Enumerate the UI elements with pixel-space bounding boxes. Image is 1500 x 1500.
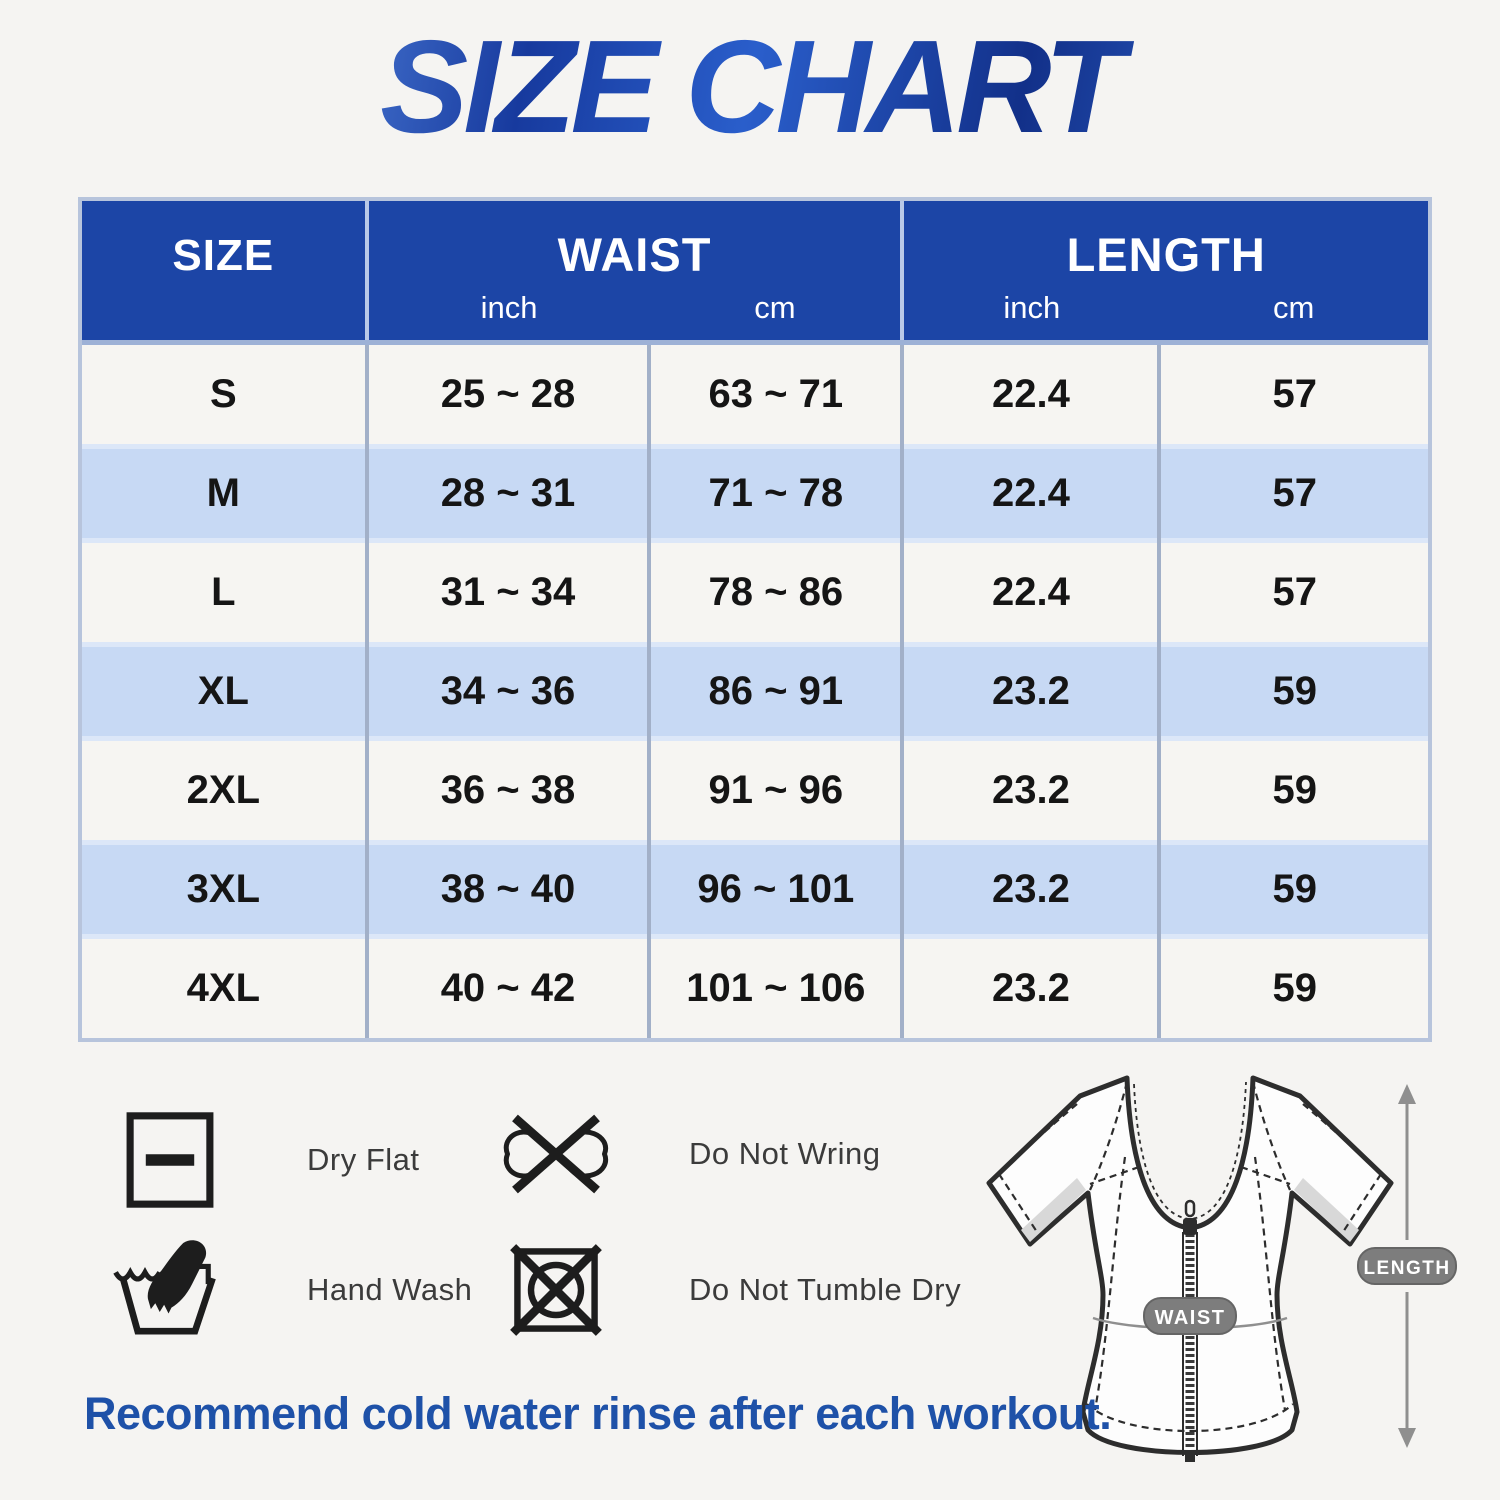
cell-waist-inch: 34 ~ 36 [364,642,648,741]
cell-size: M [206,471,240,515]
table-row-xl: XL 34 ~ 36 86 ~ 91 23.2 59 [82,642,1428,741]
cell-size: 3XL [186,867,260,911]
cell-size: L [211,570,236,614]
cell-waist-cm: 101 ~ 106 [647,939,900,1038]
page-title: SIZE CHART [0,17,1500,157]
garment-diagram: WAIST LENGTH [955,1052,1475,1492]
header-length-label: LENGTH [1066,228,1266,281]
care-item-dry-flat: Dry Flat [95,1108,420,1212]
cell-length-inch: 22.4 [900,345,1157,444]
length-unit-cm: cm [1273,290,1315,325]
care-label: Hand Wash [307,1272,473,1307]
cell-length-inch: 22.4 [900,543,1157,642]
cell-waist-cm: 78 ~ 86 [647,543,900,642]
care-label: Do Not Tumble Dry [689,1272,962,1307]
size-table-body: S 25 ~ 28 63 ~ 71 22.4 57 M 28 ~ 31 71 ~… [82,340,1428,1038]
cell-waist-cm: 96 ~ 101 [647,840,900,939]
cell-length-inch: 22.4 [900,444,1157,543]
cell-length-inch: 23.2 [900,642,1157,741]
cell-length-cm: 59 [1157,840,1428,939]
cell-length-cm: 59 [1157,939,1428,1038]
hand-wash-icon [95,1240,245,1340]
waist-unit-inch: inch [480,290,538,325]
cell-waist-cm: 71 ~ 78 [647,444,900,543]
waist-pill-label: WAIST [1155,1307,1226,1329]
cell-length-cm: 59 [1157,741,1428,840]
cell-size: 4XL [186,966,260,1010]
cell-waist-inch: 25 ~ 28 [364,345,648,444]
table-row-s: S 25 ~ 28 63 ~ 71 22.4 57 [82,345,1428,444]
header-length: LENGTH inch cm [900,201,1428,340]
cell-size: 2XL [186,768,260,812]
size-table-header: SIZE WAIST inch cm LENGTH inch cm [82,201,1428,340]
cell-length-cm: 57 [1157,543,1428,642]
table-row-4xl: 4XL 40 ~ 42 101 ~ 106 23.2 59 [82,939,1428,1038]
cell-length-cm: 57 [1157,345,1428,444]
length-units: inch cm [904,290,1428,326]
cell-waist-inch: 31 ~ 34 [364,543,648,642]
footer-note: Recommend cold water rinse after each wo… [84,1388,1112,1439]
cell-length-cm: 59 [1157,642,1428,741]
dry-flat-icon [95,1110,245,1210]
cell-waist-inch: 40 ~ 42 [364,939,648,1038]
do-not-wring-icon [497,1108,615,1200]
cell-waist-cm: 63 ~ 71 [647,345,900,444]
length-unit-inch: inch [1003,290,1061,325]
cell-length-cm: 57 [1157,444,1428,543]
garment-illustration-icon: WAIST LENGTH [986,1075,1457,1462]
cell-waist-cm: 91 ~ 96 [647,741,900,840]
care-item-do-not-wring: Do Not Wring [497,1102,881,1206]
care-label: Dry Flat [307,1142,420,1177]
cell-size: XL [197,669,249,713]
header-waist: WAIST inch cm [364,201,901,340]
cell-length-inch: 23.2 [900,939,1157,1038]
header-waist-label: WAIST [557,228,712,281]
cell-waist-inch: 28 ~ 31 [364,444,648,543]
do-not-tumble-dry-icon [497,1240,615,1340]
table-row-3xl: 3XL 38 ~ 40 96 ~ 101 23.2 59 [82,840,1428,939]
cell-length-inch: 23.2 [900,741,1157,840]
table-row-l: L 31 ~ 34 78 ~ 86 22.4 57 [82,543,1428,642]
cell-length-inch: 23.2 [900,840,1157,939]
cell-waist-inch: 38 ~ 40 [364,840,648,939]
care-item-do-not-tumble-dry: Do Not Tumble Dry [497,1238,961,1342]
table-row-2xl: 2XL 36 ~ 38 91 ~ 96 23.2 59 [82,741,1428,840]
header-size: SIZE [82,201,365,340]
waist-unit-cm: cm [754,290,796,325]
cell-waist-cm: 86 ~ 91 [647,642,900,741]
header-size-label: SIZE [172,231,275,280]
length-pill-label: LENGTH [1363,1258,1450,1279]
cell-waist-inch: 36 ~ 38 [364,741,648,840]
table-row-m: M 28 ~ 31 71 ~ 78 22.4 57 [82,444,1428,543]
size-table: SIZE WAIST inch cm LENGTH inch cm S 25 [78,197,1432,1042]
care-item-hand-wash: Hand Wash [95,1238,472,1342]
cell-size: S [209,372,237,416]
waist-units: inch cm [369,290,901,326]
care-label: Do Not Wring [689,1136,881,1171]
